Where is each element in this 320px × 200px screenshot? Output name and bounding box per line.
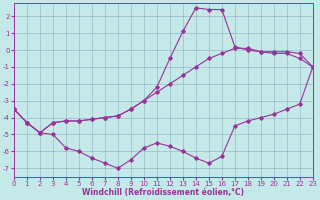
X-axis label: Windchill (Refroidissement éolien,°C): Windchill (Refroidissement éolien,°C) xyxy=(82,188,244,197)
